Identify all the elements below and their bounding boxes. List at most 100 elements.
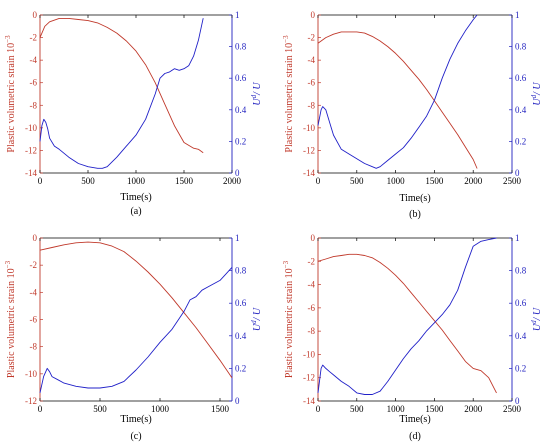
- x-tick-label: 0: [316, 176, 321, 186]
- left-tick-label: -12: [303, 145, 315, 155]
- x-tick-label: 1500: [175, 176, 194, 186]
- left-tick-label: -12: [25, 145, 37, 155]
- right-y-axis-label-tail: / U: [532, 307, 543, 321]
- left-y-axis-label: Plastic volumetric strain 10−3: [282, 260, 295, 378]
- left-tick-label: -6: [30, 78, 38, 88]
- left-y-axis-label-exponent: −3: [282, 260, 290, 268]
- right-y-axis-label-tail: / U: [252, 82, 263, 96]
- left-tick-label: -6: [308, 78, 316, 88]
- right-tick-label: 0.6: [515, 298, 527, 308]
- right-y-axis-label-tail: / U: [252, 307, 263, 321]
- left-tick-label: -2: [308, 33, 316, 43]
- chart-panel-1: 0 500 1000 1500 2000 -14 -12 -10 -8 -6 -4 -2 0 0 0.2 0.…: [4, 10, 263, 217]
- series-line-strain: [317, 253, 497, 394]
- right-tick-label: 0.8: [235, 266, 247, 276]
- x-tick-label: 1000: [151, 404, 170, 414]
- right-tick-label: 0.8: [515, 42, 527, 52]
- panel-label: (d): [409, 431, 421, 442]
- right-y-axis-label: Ud/ U: [250, 82, 263, 106]
- left-y-axis-label: Plastic volumetric strain 10−3: [4, 35, 17, 153]
- right-tick-label: 0.4: [235, 331, 247, 341]
- left-y-axis-label-exponent: −3: [4, 260, 12, 268]
- left-tick-label: -10: [303, 349, 315, 359]
- x-tick-label: 2500: [503, 404, 522, 414]
- right-tick-label: 0.2: [235, 136, 246, 146]
- series-line-energy-ratio: [317, 237, 497, 395]
- right-tick-label: 0: [515, 396, 520, 406]
- right-y-axis-label-u: U: [532, 98, 543, 106]
- x-tick-label: 500: [350, 176, 364, 186]
- x-tick-label: 2500: [503, 176, 522, 186]
- right-tick-label: 1: [235, 10, 240, 20]
- right-tick-label: 0.6: [515, 73, 527, 83]
- right-tick-label: 1: [515, 10, 520, 20]
- left-y-axis-label-text: Plastic volumetric strain 10: [6, 268, 17, 378]
- right-y-axis-label: Ud/ U: [530, 307, 543, 331]
- right-y-axis-label: Ud/ U: [250, 307, 263, 331]
- right-y-axis-label-superscript: d: [250, 320, 258, 324]
- x-tick-label: 500: [350, 404, 364, 414]
- series-line-strain: [39, 241, 233, 379]
- right-tick-label: 0.4: [515, 331, 527, 341]
- left-tick-label: -10: [25, 123, 37, 133]
- left-tick-label: -2: [308, 256, 316, 266]
- right-tick-label: 0.6: [235, 298, 247, 308]
- x-tick-label: 1000: [387, 404, 406, 414]
- left-tick-label: -12: [25, 396, 37, 406]
- left-y-axis-label-text: Plastic volumetric strain 10: [284, 43, 295, 153]
- series-line-energy-ratio: [317, 14, 478, 169]
- x-tick-label: 1000: [127, 176, 146, 186]
- left-tick-label: -12: [303, 373, 315, 383]
- left-tick-label: -4: [30, 287, 38, 297]
- left-y-axis-label-text: Plastic volumetric strain 10: [6, 43, 17, 153]
- x-tick-label: 1500: [425, 176, 444, 186]
- x-tick-label: 0: [316, 404, 321, 414]
- right-y-axis-label: Ud/ U: [530, 82, 543, 106]
- x-tick-label: 2000: [464, 176, 483, 186]
- right-tick-label: 0.8: [515, 266, 527, 276]
- left-tick-label: -10: [25, 369, 37, 379]
- right-tick-label: 0.4: [235, 105, 247, 115]
- series-line-strain: [317, 31, 478, 169]
- left-tick-label: -14: [303, 396, 315, 406]
- right-tick-label: 0.2: [515, 363, 526, 373]
- left-tick-label: -6: [308, 303, 316, 313]
- x-axis-label: Time(s): [120, 414, 151, 425]
- left-tick-label: 0: [311, 10, 316, 20]
- x-axis-label: Time(s): [120, 192, 151, 203]
- left-tick-label: 0: [33, 233, 38, 243]
- x-tick-label: 2000: [464, 404, 483, 414]
- chart-panel-2: 0 500 1000 1500 2000 2500 -14 -12 -10 -8 -6 -4 -2 0 0 0…: [282, 10, 543, 220]
- right-tick-label: 1: [515, 233, 520, 243]
- chart-panel-4: 0 500 1000 1500 2000 2500 -14 -12 -10 -8 -6 -4 -2 0 0 0…: [282, 233, 543, 442]
- panel-label: (c): [130, 431, 141, 442]
- x-tick-label: 0: [38, 404, 43, 414]
- left-tick-label: 0: [33, 10, 38, 20]
- x-tick-label: 500: [93, 404, 107, 414]
- left-tick-label: -2: [30, 260, 38, 270]
- left-tick-label: -8: [308, 100, 316, 110]
- right-tick-label: 0: [235, 168, 240, 178]
- left-tick-label: -14: [303, 168, 315, 178]
- panel-label: (b): [409, 209, 421, 220]
- x-axis-label: Time(s): [399, 414, 430, 425]
- left-y-axis-label: Plastic volumetric strain 10−3: [282, 35, 295, 153]
- right-y-axis-label-superscript: d: [250, 94, 258, 98]
- right-y-axis-label-u: U: [532, 323, 543, 331]
- left-tick-label: -4: [308, 55, 316, 65]
- right-y-axis-label-u: U: [252, 98, 263, 106]
- x-tick-label: 1500: [425, 404, 444, 414]
- right-y-axis-label-superscript: d: [530, 320, 538, 324]
- left-y-axis-label-text: Plastic volumetric strain 10: [284, 268, 295, 378]
- left-y-axis-label: Plastic volumetric strain 10−3: [4, 260, 17, 378]
- right-tick-label: 0.2: [515, 136, 526, 146]
- right-tick-label: 0.4: [515, 105, 527, 115]
- left-tick-label: -8: [308, 326, 316, 336]
- left-tick-label: -4: [308, 280, 316, 290]
- right-tick-label: 0.6: [235, 73, 247, 83]
- right-tick-label: 1: [235, 233, 240, 243]
- x-tick-label: 1000: [387, 176, 406, 186]
- left-tick-label: -8: [30, 100, 38, 110]
- left-tick-label: -4: [30, 55, 38, 65]
